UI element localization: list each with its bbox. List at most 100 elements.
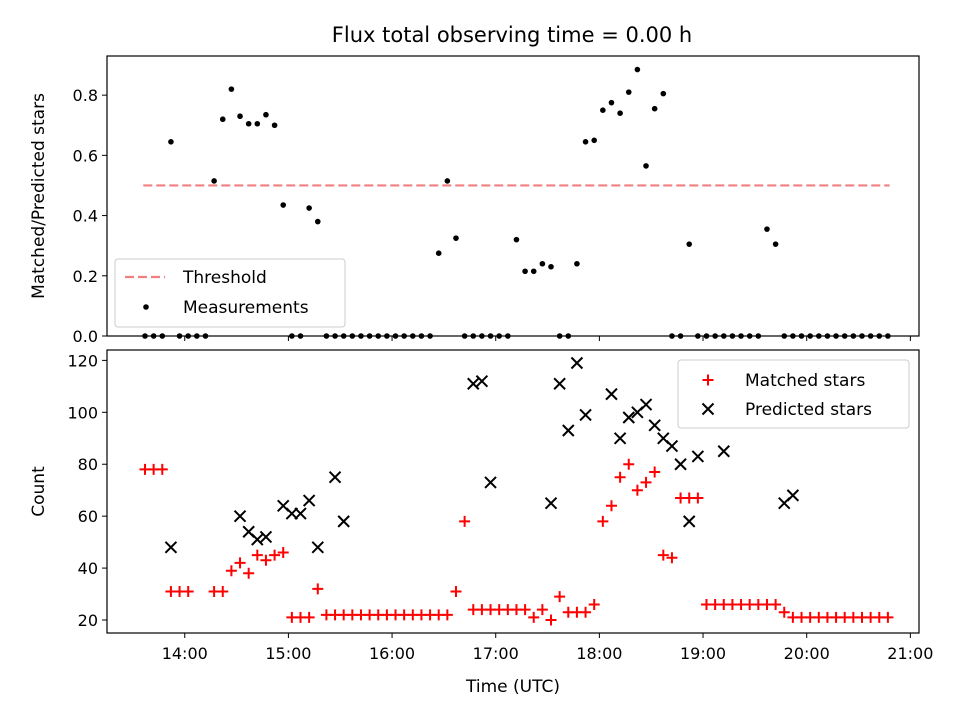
matched-stars-point (277, 547, 289, 559)
measurement-point (755, 333, 762, 339)
predicted-stars-point (639, 398, 653, 411)
measurement-point (289, 333, 295, 339)
legend-predicted-label: Predicted stars (745, 400, 872, 420)
measurement-point (401, 333, 407, 339)
x-tick-label: 21:00 (887, 644, 933, 663)
measurement-point (850, 333, 857, 339)
legend-threshold-label: Threshold (182, 268, 267, 288)
predicted-stars-point (562, 424, 575, 437)
measurement-point (150, 333, 157, 339)
measurement-point (582, 139, 589, 145)
measurement-point (841, 333, 848, 339)
matched-stars-point (580, 606, 592, 618)
matched-stars-point (536, 604, 548, 616)
measurement-point (427, 333, 433, 339)
measurement-point (349, 333, 356, 339)
matched-stars-point (243, 567, 255, 579)
measurement-point (211, 178, 217, 184)
legend-box (114, 258, 346, 328)
predicted-stars-point (544, 496, 558, 510)
measurement-point (660, 90, 667, 97)
measurement-point (608, 99, 615, 106)
measurement-point (176, 333, 183, 339)
matched-stars-point (312, 583, 324, 595)
measurement-point (263, 111, 269, 118)
matched-stars-point (217, 585, 229, 597)
measurement-point (332, 333, 338, 339)
measurement-point (764, 226, 770, 232)
matched-stars-point (545, 614, 557, 626)
measurement-point (409, 333, 416, 339)
measurement-point (280, 202, 287, 208)
x-tick-label: 15:00 (265, 644, 311, 663)
y-axis-label: Matched/Predicted stars (29, 93, 49, 299)
measurement-point (384, 333, 390, 339)
measurement-point (444, 178, 451, 184)
predicted-stars-point (302, 494, 316, 507)
measurement-point (738, 333, 744, 339)
measurement-point (202, 333, 209, 339)
measurement-point (617, 110, 623, 117)
predicted-stars-point (786, 489, 800, 502)
predicted-stars-point (579, 408, 592, 422)
matched-stars-point (778, 606, 790, 618)
measurement-point (254, 120, 261, 127)
measurement-point (505, 333, 511, 339)
matched-stars-point (251, 549, 263, 561)
matched-stars-point (528, 611, 540, 623)
measurement-point (876, 333, 883, 339)
measurement-point (712, 333, 718, 339)
matched-stars-point (225, 565, 237, 577)
measurement-point (366, 333, 373, 339)
matched-stars-point (441, 609, 453, 621)
matched-stars-point (156, 463, 168, 475)
measurement-point (548, 263, 554, 270)
predicted-stars-point (328, 471, 342, 484)
predicted-stars-point (717, 445, 730, 458)
predicted-stars-point (251, 533, 264, 546)
measurement-point (245, 120, 252, 127)
y-tick-label: 40 (78, 559, 98, 578)
y-tick-label: 80 (78, 455, 98, 474)
predicted-stars-point (475, 374, 489, 388)
matched-stars-point (631, 484, 643, 496)
x-tick-label: 14:00 (162, 644, 208, 663)
y-tick-label: 20 (78, 611, 98, 630)
measurement-point (634, 66, 641, 73)
y-tick-label: 60 (78, 507, 98, 526)
measurement-point (651, 105, 658, 112)
matched-stars-point (597, 515, 609, 527)
predicted-stars-point (259, 530, 273, 544)
measurement-point (815, 333, 822, 339)
measurement-point (686, 241, 693, 247)
matched-stars-point (640, 476, 652, 488)
y-tick-label: 0.4 (73, 207, 98, 226)
legend-measurements-label: Measurements (183, 298, 309, 318)
measurement-point (859, 333, 865, 339)
x-tick-label: 17:00 (473, 644, 519, 663)
predicted-stars-point (570, 356, 584, 370)
matched-stars-point (588, 598, 600, 610)
legend: Matched stars Predicted stars (677, 359, 910, 429)
y-tick-label: 0.8 (73, 86, 98, 105)
measurement-point (600, 107, 606, 113)
top-panel: 0.0 0.2 0.4 0.6 0.8 Matched/Predicted stars Th… (29, 55, 920, 346)
measurement-point (790, 333, 796, 339)
legend-predicted-swatch (701, 402, 715, 416)
measurement-point (746, 333, 753, 339)
matched-stars-point (649, 466, 661, 478)
matched-stars-point (882, 611, 894, 623)
measurement-point (729, 333, 736, 339)
measurement-point (375, 333, 382, 339)
x-axis-label: Time (UTC) (465, 677, 560, 697)
measurement-point (435, 250, 442, 257)
measurement-point (470, 333, 477, 339)
legend-measurements-swatch (143, 304, 149, 310)
predicted-stars-point (311, 541, 324, 554)
bottom-panel: 14:00 15:00 16:00 17:00 18:00 19:00 20:00 21:00… (29, 349, 933, 697)
measurement-point (565, 333, 572, 339)
measurement-point (418, 333, 425, 339)
legend-matched-label: Matched stars (745, 371, 865, 391)
measurement-point (522, 268, 528, 275)
